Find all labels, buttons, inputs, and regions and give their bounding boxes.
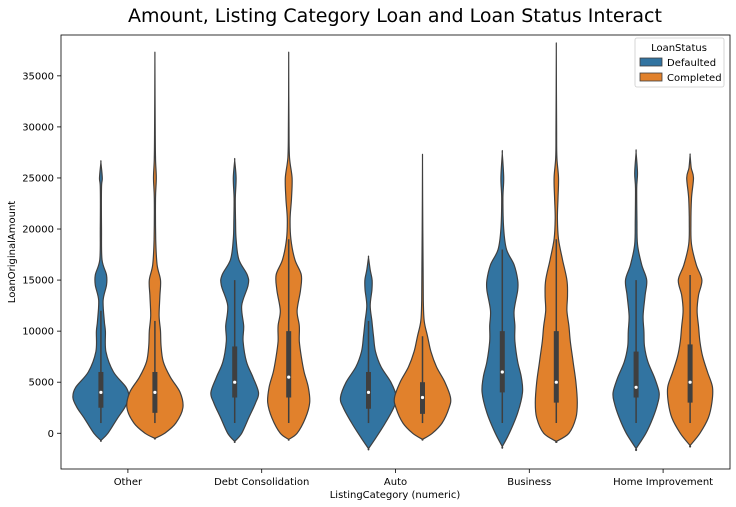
violin-other-defaulted [72, 160, 130, 442]
violin-debt-consolidation-completed-median [287, 375, 291, 379]
violin-auto-completed [393, 153, 452, 441]
x-tick-label: Home Improvement [613, 477, 713, 488]
violin-auto-completed-median [420, 395, 425, 400]
y-axis: 0 5000 10000 15000 20000 25000 30000 35000 [22, 71, 61, 440]
x-tick-label: Business [507, 477, 551, 488]
violin-business-completed-iqr-box [553, 331, 559, 403]
violin-business-defaulted-median [500, 370, 504, 374]
violin-business-completed-median [554, 380, 558, 384]
y-tick-label: 0 [48, 429, 54, 440]
violin-auto-defaulted-median [366, 390, 371, 395]
y-tick-label: 35000 [22, 71, 54, 82]
y-tick-label: 20000 [22, 225, 54, 236]
x-axis: Other Debt Consolidation Auto Business Home … [114, 469, 713, 488]
x-tick-label: Other [114, 477, 143, 488]
x-axis-label: ListingCategory (numeric) [330, 490, 461, 501]
y-axis-label: LoanOriginalAmount [7, 201, 18, 303]
violin-debt-consolidation-defaulted-iqr-box [232, 346, 238, 398]
y-tick-label: 30000 [22, 122, 54, 133]
y-tick-label: 10000 [22, 327, 54, 338]
y-tick-label: 5000 [29, 378, 54, 389]
violin-auto-defaulted-iqr-box [366, 371, 371, 409]
violin-business-defaulted-iqr-box [499, 331, 505, 393]
chart-title: Amount, Listing Category Loan and Loan S… [128, 5, 662, 27]
y-tick-label: 25000 [22, 173, 54, 184]
violin-home-improvement-defaulted-median [634, 385, 638, 389]
legend: LoanStatus Defaulted Completed [634, 37, 725, 88]
violin-layer [72, 42, 714, 452]
legend-swatch-defaulted [639, 57, 663, 67]
violin-other-defaulted-median [99, 390, 103, 395]
violin-home-improvement-completed-median [688, 380, 692, 384]
violin-debt-consolidation-defaulted-median [233, 380, 237, 384]
violin-home-improvement-defaulted-iqr-box [633, 351, 639, 398]
y-tick-label: 15000 [22, 276, 54, 287]
x-tick-label: Auto [384, 477, 407, 488]
legend-label-completed: Completed [667, 73, 722, 84]
violin-other-completed-median [153, 390, 157, 395]
legend-label-defaulted: Defaulted [667, 58, 716, 69]
violin-debt-consolidation-completed-iqr-box [286, 331, 292, 398]
legend-swatch-completed [639, 72, 663, 82]
violin-other-completed [126, 51, 184, 440]
violin-other-defaulted-iqr-box [98, 371, 104, 408]
legend-title: LoanStatus [651, 43, 707, 54]
x-tick-label: Debt Consolidation [214, 477, 309, 488]
violin-home-improvement-completed-iqr-box [687, 344, 693, 403]
